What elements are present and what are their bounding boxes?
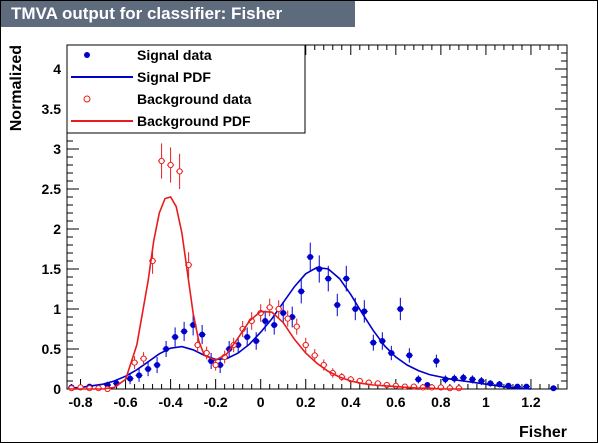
series-background-pdf: [69, 196, 464, 390]
x-tick-label: -0.8: [68, 394, 92, 410]
x-tick-label: 0.2: [296, 394, 316, 410]
plot-frame: [66, 44, 568, 390]
y-tick-label: 2: [53, 221, 61, 237]
y-tick-label: 0: [53, 381, 61, 397]
data-point: [158, 157, 165, 165]
data-point: [406, 352, 413, 359]
data-point: [127, 375, 134, 382]
data-point: [244, 334, 251, 340]
data-point: [415, 376, 422, 383]
chart-title: TMVA output for classifier: Fisher: [1, 1, 355, 27]
x-tick-label: -0.2: [204, 394, 228, 410]
y-tick-label: 1.5: [42, 261, 62, 277]
pdf-curve: [69, 196, 464, 390]
data-point: [167, 161, 174, 169]
data-point: [370, 339, 377, 346]
x-tick-label: 0.8: [431, 394, 451, 410]
data-point: [212, 361, 219, 369]
data-point: [397, 306, 404, 312]
data-point: [298, 288, 305, 295]
x-tick-label: -0.6: [113, 394, 137, 410]
pdf-curve: [69, 266, 532, 390]
data-point: [460, 374, 467, 381]
data-point: [424, 382, 431, 388]
data-point: [307, 254, 314, 260]
y-tick-label: 4: [53, 61, 61, 77]
data-point: [293, 323, 300, 330]
x-tick-label: 0.6: [386, 394, 406, 410]
series-signal-pdf: [69, 266, 532, 390]
data-point: [550, 385, 557, 392]
y-tick-label: 0.5: [42, 341, 62, 357]
data-point: [280, 310, 287, 316]
data-point: [325, 275, 332, 282]
legend-label: Background data: [137, 91, 252, 107]
legend-marker-open: [83, 95, 91, 103]
legend-label: Signal data: [137, 47, 212, 63]
legend-label: Background PDF: [137, 113, 251, 129]
data-point: [172, 334, 179, 340]
data-point: [284, 315, 291, 322]
legend-label: Signal PDF: [137, 69, 211, 85]
data-point: [199, 331, 206, 338]
data-point: [271, 322, 278, 328]
series-background-data: [68, 143, 463, 393]
y-axis-title: Normalized: [8, 45, 25, 131]
y-tick-label: 3: [53, 141, 61, 157]
data-point: [154, 362, 161, 368]
data-point: [343, 275, 350, 282]
legend-marker-filled: [84, 52, 90, 58]
y-tick-label: 2.5: [42, 181, 62, 197]
x-axis-title: Fisher: [519, 424, 567, 441]
series-signal-data: [68, 242, 557, 392]
data-point: [334, 302, 341, 308]
data-point: [131, 359, 138, 366]
legend-box: [66, 44, 306, 134]
x-tick-label: 0: [257, 394, 265, 410]
data-point: [136, 372, 143, 379]
data-point: [181, 328, 188, 335]
data-point: [145, 366, 152, 372]
data-point: [262, 318, 269, 324]
x-tick-label: 0.4: [341, 394, 361, 410]
y-tick-label: 3.5: [42, 101, 62, 117]
data-point: [352, 306, 359, 312]
data-point: [433, 358, 440, 364]
data-point: [176, 168, 183, 175]
data-point: [302, 341, 309, 349]
y-tick-label: 1: [53, 301, 61, 317]
x-tick-label: -0.4: [159, 394, 183, 410]
data-point: [266, 304, 273, 311]
data-point: [478, 378, 485, 384]
data-point: [235, 342, 242, 348]
data-point: [275, 305, 282, 313]
data-point: [419, 384, 426, 391]
data-point: [217, 362, 224, 368]
data-point: [469, 376, 476, 383]
data-point: [140, 355, 147, 362]
x-tick-label: 1: [482, 394, 490, 410]
x-tick-label: 1.2: [521, 394, 541, 410]
data-point: [311, 352, 318, 359]
